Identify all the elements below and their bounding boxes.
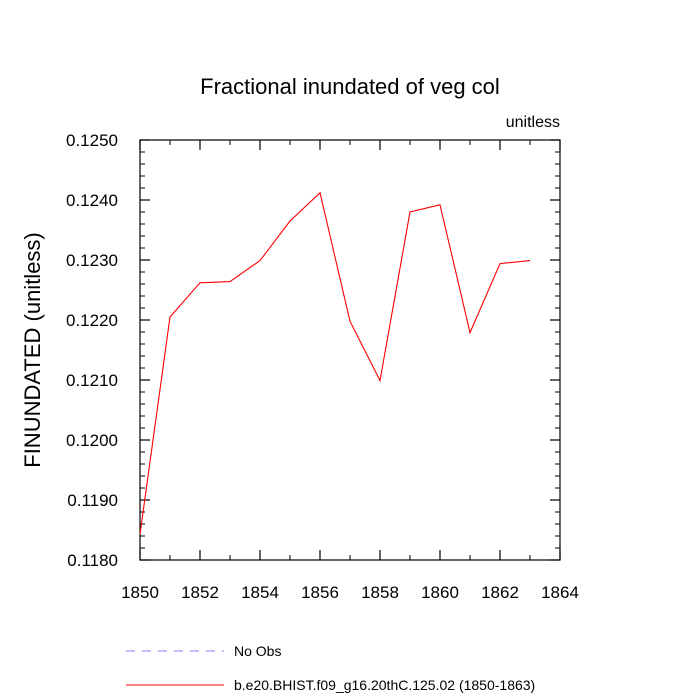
- major-ticks: [139, 139, 561, 561]
- y-tick-label: 0.1190: [67, 491, 118, 510]
- legend: No Obs b.e20.BHIST.f09_g16.20thC.125.02 (…: [126, 643, 535, 693]
- x-tick-label: 1850: [121, 583, 159, 602]
- x-tick-label: 1856: [301, 583, 339, 602]
- y-tick-label: 0.1250: [66, 131, 118, 150]
- y-tick-label: 0.1180: [67, 551, 118, 570]
- y-tick-label: 0.1230: [66, 251, 118, 270]
- x-tick-label: 1852: [181, 583, 219, 602]
- y-tick-label: 0.1210: [66, 371, 118, 390]
- x-tick-label: 1854: [241, 583, 279, 602]
- plot-frame: [139, 139, 561, 561]
- y-tick-label: 0.1240: [66, 191, 118, 210]
- x-tick-label: 1860: [421, 583, 459, 602]
- minor-ticks: [140, 140, 560, 560]
- x-tick-labels: 1850 1852 1854 1856 1858 1860 1862 1864: [121, 583, 579, 602]
- x-tick-label: 1864: [541, 583, 579, 602]
- y-axis-label: FINUNDATED (unitless): [20, 232, 45, 468]
- x-tick-label: 1858: [361, 583, 399, 602]
- chart-title: Fractional inundated of veg col: [200, 74, 500, 99]
- y-tick-label: 0.1200: [66, 431, 118, 450]
- units-label: unitless: [506, 114, 560, 131]
- y-tick-label: 0.1220: [66, 311, 118, 330]
- series-layer: [139, 191, 531, 535]
- y-tick-labels: 0.1180 0.1190 0.1200 0.1210 0.1220 0.1230 0.12…: [66, 131, 118, 570]
- x-tick-label: 1862: [481, 583, 519, 602]
- legend-label: b.e20.BHIST.f09_g16.20thC.125.02 (1850-1…: [234, 677, 535, 693]
- legend-label: No Obs: [234, 643, 281, 659]
- series-line: [139, 191, 531, 535]
